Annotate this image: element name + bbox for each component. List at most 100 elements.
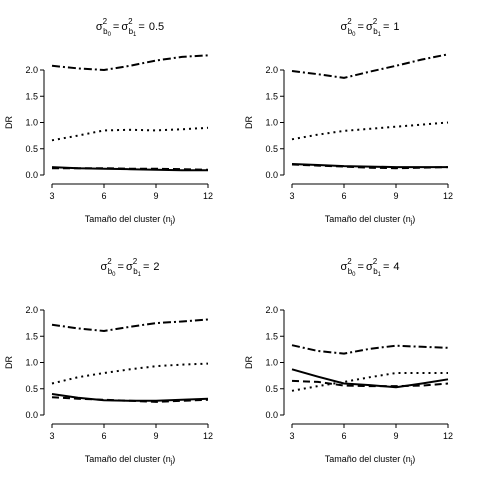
y-tick-label: 1.5 — [25, 91, 38, 101]
y-tick-label: 2.0 — [25, 305, 38, 315]
panel-title-sub1s: 1 — [378, 32, 382, 38]
y-axis-label: DR — [244, 116, 254, 129]
panel-title-sup: 2 — [133, 257, 138, 266]
x-axis-label-text: Tamaño del cluster (n — [85, 454, 171, 464]
y-axis-label: DR — [4, 116, 14, 129]
panel-title-sigma: σ — [366, 261, 373, 273]
panel-title-sigma: σ — [340, 21, 347, 33]
x-tick-label: 9 — [393, 431, 398, 441]
y-tick-label: 1.0 — [265, 118, 278, 128]
panel-title-sub1: b — [373, 27, 378, 36]
y-tick-label: 1.0 — [265, 358, 278, 368]
panel-title-sub0s: 0 — [352, 32, 356, 38]
chart-panel-1: σ2 b0= σ2 b1= 0.50.00.51.01.52.03 6 9 12DRTamañ… — [4, 17, 213, 226]
panel-title-value: 4 — [393, 261, 399, 273]
series-line-dotted — [291, 372, 448, 392]
y-axis-label: DR — [244, 356, 254, 369]
series-line-dotted — [51, 126, 209, 142]
y-tick-label: 0.0 — [265, 170, 278, 180]
y-tick-label: 1.5 — [25, 331, 38, 341]
y-tick-label: 2.0 — [265, 65, 278, 75]
x-axis-label-text: Tamaño del cluster (n — [325, 454, 411, 464]
x-tick-label: 6 — [101, 431, 106, 441]
panel-title-sigma: σ — [100, 261, 107, 273]
series-line-dotted — [51, 362, 209, 385]
x-tick-label: 12 — [203, 191, 213, 201]
panel-title-sigma: σ — [96, 21, 103, 33]
series-line-dashed — [291, 379, 449, 388]
y-tick-label: 0.5 — [265, 384, 278, 394]
panel-title: σ2 b0= σ2 b1= 1 — [340, 17, 399, 38]
x-tick-label: 3 — [49, 191, 54, 201]
panel-title-eq: = — [138, 21, 144, 33]
panel-title-sup: 2 — [103, 17, 108, 26]
panel-title: σ2 b0= σ2 b1= 4 — [340, 257, 399, 278]
x-axis-label-text: Tamaño del cluster (n — [325, 214, 411, 224]
panel-title-value: 2 — [153, 261, 159, 273]
x-axis-label-sub: j — [410, 459, 413, 466]
panel-title-sub1s: 1 — [378, 272, 382, 278]
x-axis-label-sub: j — [170, 459, 173, 466]
y-tick-label: 2.0 — [25, 65, 38, 75]
panel-title-sub0: b — [103, 27, 108, 36]
x-tick-label: 9 — [393, 191, 398, 201]
y-tick-label: 0.0 — [265, 410, 278, 420]
series-line-dotdash — [51, 318, 209, 332]
x-axis-label-close: ) — [412, 214, 415, 224]
panel-title-sigma: σ — [340, 261, 347, 273]
x-tick-label: 3 — [289, 191, 294, 201]
y-tick-label: 1.5 — [265, 91, 278, 101]
panel-title-sup: 2 — [373, 257, 378, 266]
y-tick-label: 0.5 — [25, 144, 38, 154]
y-tick-label: 0.0 — [25, 410, 38, 420]
panel-title-sub1: b — [373, 267, 378, 276]
x-axis-label: Tamaño del cluster (nj) — [85, 214, 176, 226]
series-line-dashed — [291, 163, 449, 170]
y-tick-label: 0.0 — [25, 170, 38, 180]
chart-panel-2: σ2 b0= σ2 b1= 10.00.51.01.52.03 6 9 12DRTamaño … — [244, 17, 453, 226]
series-line-dotdash — [291, 344, 449, 355]
x-tick-label: 12 — [443, 431, 453, 441]
panel-title-eq: = — [358, 261, 364, 273]
y-tick-label: 1.5 — [265, 331, 278, 341]
panel-title-sub0s: 0 — [352, 272, 356, 278]
x-tick-label: 9 — [153, 191, 158, 201]
y-tick-label: 1.0 — [25, 118, 38, 128]
x-tick-label: 3 — [289, 431, 294, 441]
panel-title-sub1: b — [129, 27, 134, 36]
panel-title-sub0: b — [108, 267, 113, 276]
series-line-dashed — [51, 396, 209, 403]
panel-title-eq: = — [143, 261, 149, 273]
panel-title-sup: 2 — [373, 17, 378, 26]
y-tick-label: 0.5 — [25, 384, 38, 394]
y-tick-label: 0.5 — [265, 144, 278, 154]
x-axis-label-close: ) — [172, 214, 175, 224]
x-axis-label-sub: j — [170, 219, 173, 226]
y-tick-label: 2.0 — [265, 305, 278, 315]
x-tick-label: 3 — [49, 431, 54, 441]
x-tick-label: 6 — [101, 191, 106, 201]
chart-panel-4: σ2 b0= σ2 b1= 40.00.51.01.52.03 6 9 12DRTamaño … — [244, 257, 453, 466]
panel-title-sub1s: 1 — [138, 272, 142, 278]
panel-title-sigma: σ — [121, 21, 128, 33]
chart-panel-3: σ2 b0= σ2 b1= 20.00.51.01.52.03 6 9 12DRTamaño … — [4, 257, 213, 466]
x-axis-label-close: ) — [172, 454, 175, 464]
panel-title: σ2 b0= σ2 b1= 2 — [100, 257, 159, 278]
series-line-dotted — [291, 121, 449, 141]
series-line-dotdash — [51, 54, 209, 71]
panel-title-sigma: σ — [366, 21, 373, 33]
x-tick-label: 12 — [443, 191, 453, 201]
y-axis-label: DR — [4, 356, 14, 369]
y-tick-label: 1.0 — [25, 358, 38, 368]
x-axis-label-sub: j — [410, 219, 413, 226]
panel-title-sup: 2 — [107, 257, 112, 266]
panel-title-sub0: b — [348, 27, 353, 36]
panel-title-value: 1 — [393, 21, 399, 33]
x-axis-label: Tamaño del cluster (nj) — [325, 454, 416, 466]
x-axis-label: Tamaño del cluster (nj) — [325, 214, 416, 226]
x-axis-label-text: Tamaño del cluster (n — [85, 214, 171, 224]
panel-title-sup: 2 — [128, 17, 133, 26]
panel-title-sub0s: 0 — [108, 32, 112, 38]
